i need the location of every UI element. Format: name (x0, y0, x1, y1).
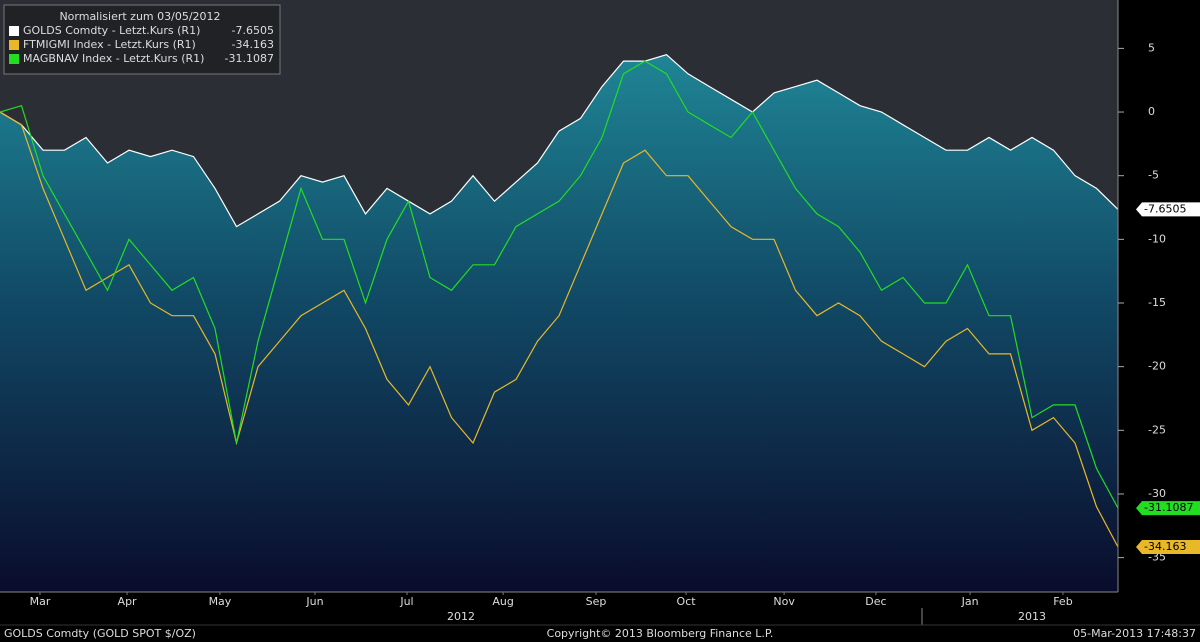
legend-value: -7.6505 (232, 24, 274, 37)
x-tick-label: Sep (586, 595, 607, 608)
value-tag-label: -31.1087 (1144, 501, 1193, 514)
legend-swatch (9, 54, 19, 64)
x-tick-label: Jun (305, 595, 323, 608)
legend-swatch (9, 40, 19, 50)
x-tick-label: Jan (961, 595, 979, 608)
value-tag-label: -34.163 (1144, 540, 1186, 553)
footer-right: 05-Mar-2013 17:48:37 (1073, 627, 1196, 640)
y-tick-label: -20 (1148, 360, 1166, 373)
year-label: 2012 (447, 610, 475, 623)
x-tick-label: Mar (30, 595, 51, 608)
y-tick-label: -5 (1148, 169, 1159, 182)
x-tick-label: Dec (865, 595, 886, 608)
y-tick-label: 5 (1148, 41, 1155, 54)
legend: Normalisiert zum 03/05/2012 GOLDS Comdty… (3, 4, 281, 75)
area (0, 54, 1118, 592)
line (0, 54, 1119, 228)
x-tick-label: Apr (118, 595, 138, 608)
legend-label: FTMIGMI Index - Letzt.Kurs (R1) (23, 38, 196, 51)
value-tag-label: -7.6505 (1144, 202, 1186, 215)
x-tick-label: Nov (773, 595, 795, 608)
y-tick-label: -30 (1148, 487, 1166, 500)
x-tick-label: Feb (1053, 595, 1072, 608)
value-tag (1136, 501, 1200, 516)
legend-value: -34.163 (232, 38, 274, 51)
x-tick-label: Jul (399, 595, 413, 608)
line (0, 60, 1119, 509)
footer-center: Copyright© 2013 Bloomberg Finance L.P. (547, 627, 774, 640)
value-tag (1136, 539, 1200, 554)
legend-box (3, 4, 281, 75)
legend-value: -31.1087 (225, 52, 274, 65)
y-tick-label: -10 (1148, 232, 1166, 245)
legend-title: Normalisiert zum 03/05/2012 (59, 10, 220, 23)
footer-left: GOLDS Comdty (GOLD SPOT $/OZ) (4, 627, 196, 640)
y-tick-label: 0 (1148, 105, 1155, 118)
y-tick-label: -15 (1148, 296, 1166, 309)
x-tick-label: May (209, 595, 232, 608)
legend-label: GOLDS Comdty - Letzt.Kurs (R1) (23, 24, 200, 37)
x-tick-label: Aug (492, 595, 513, 608)
y-tick-label: -25 (1148, 423, 1166, 436)
legend-swatch (9, 26, 19, 36)
year-label: 2013 (1018, 610, 1046, 623)
line (0, 111, 1119, 548)
value-tag (1136, 202, 1200, 217)
legend-label: MAGBNAV Index - Letzt.Kurs (R1) (23, 52, 204, 65)
plot (0, 54, 1119, 592)
x-tick-label: Oct (677, 595, 697, 608)
